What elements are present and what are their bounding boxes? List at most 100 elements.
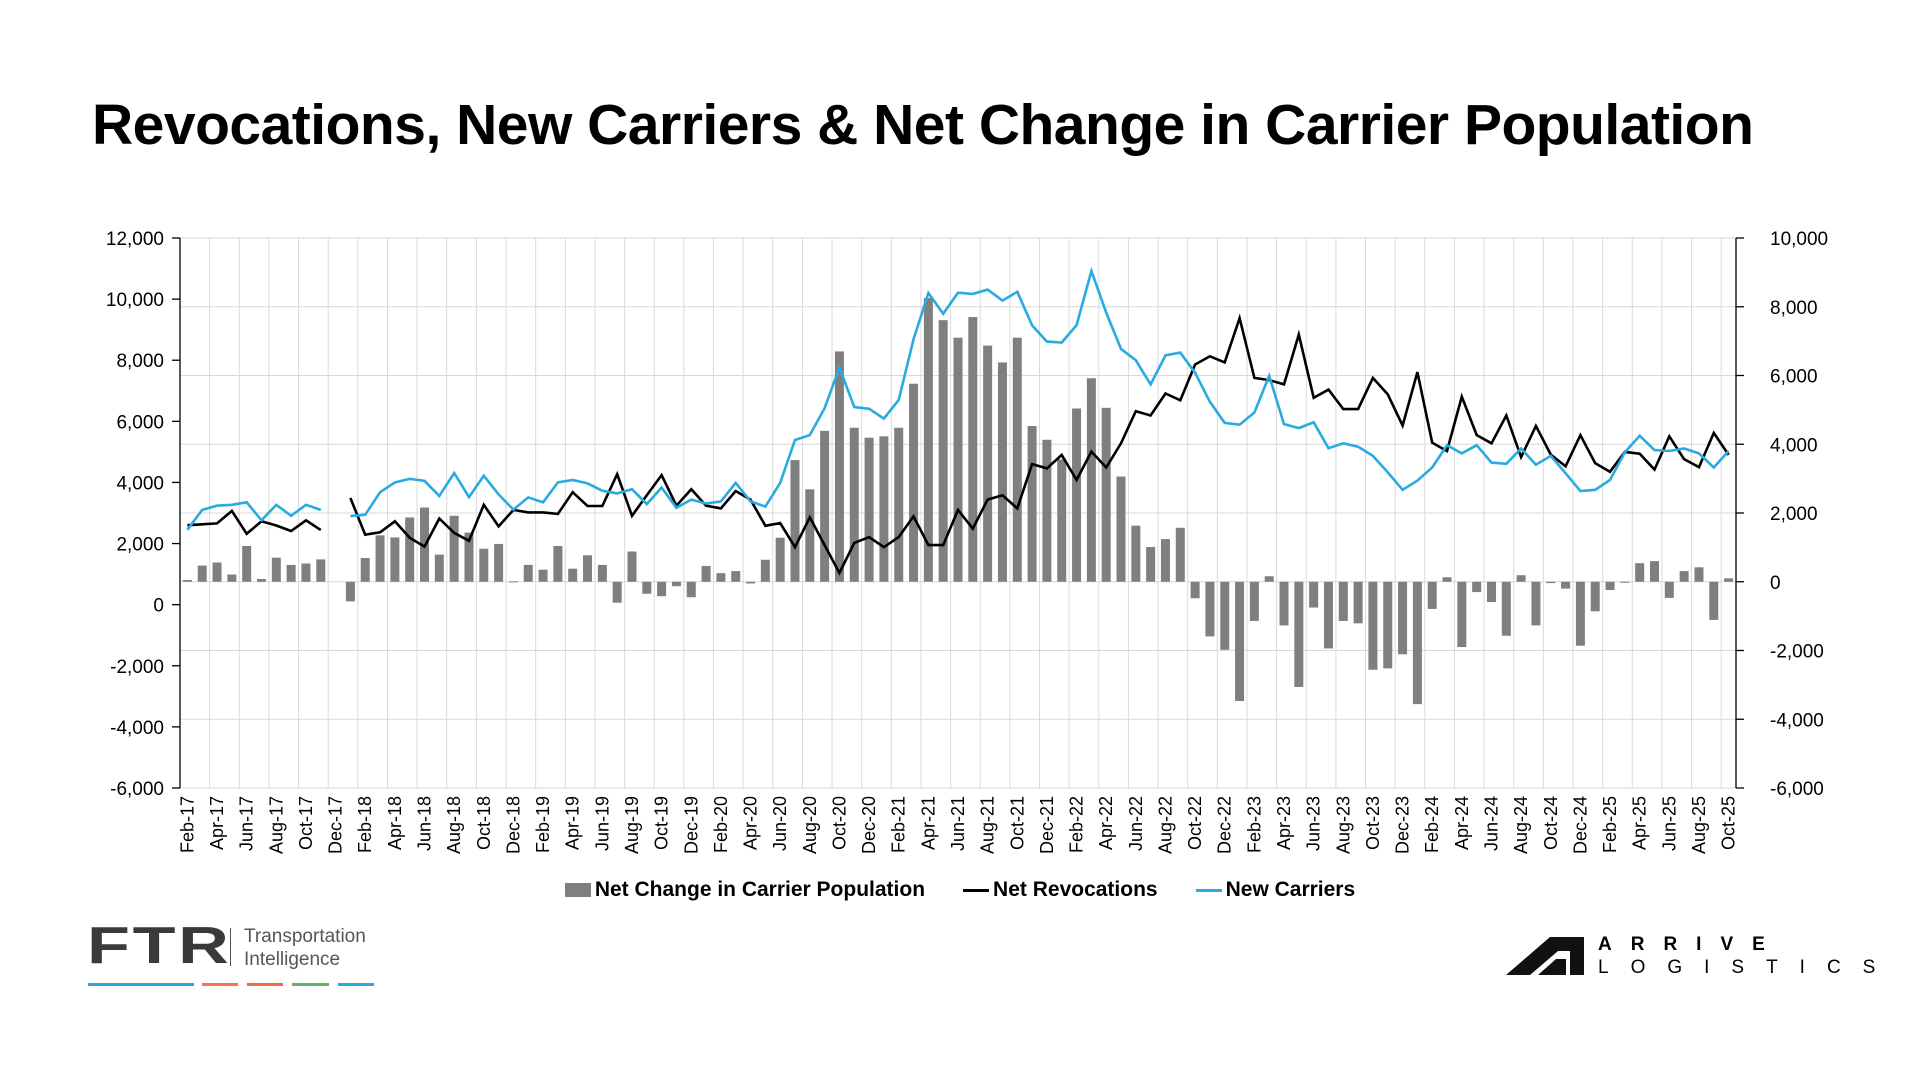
line-new-carriers xyxy=(186,266,1730,531)
bar-net-change-Oct-20 xyxy=(834,351,844,582)
logo-stripe xyxy=(202,983,238,986)
x-tick-label: Apr-25 xyxy=(1630,796,1650,850)
x-tick-label: Dec-18 xyxy=(503,796,523,854)
bar-net-change-Feb-25 xyxy=(1605,581,1615,590)
x-tick-label: Oct-25 xyxy=(1719,796,1739,850)
bar-net-change-Jan-23 xyxy=(1235,581,1245,702)
bar-net-change-Apr-21 xyxy=(923,298,933,582)
left-axis-ticks: 12,000 10,000 8,000 6,000 4,000 2,000 0 -2,000 -… xyxy=(106,229,180,800)
x-tick-label: Feb-17 xyxy=(177,796,197,853)
bar-net-change-Aug-17 xyxy=(271,557,281,582)
bar-net-change-Aug-18 xyxy=(449,515,459,582)
x-tick-label: Apr-17 xyxy=(207,796,227,850)
x-tick-label: Jun-23 xyxy=(1304,796,1324,851)
bar-net-change-Apr-23 xyxy=(1279,581,1289,626)
bar-net-change-Apr-20 xyxy=(746,581,756,584)
x-tick-label: Jun-17 xyxy=(237,796,257,851)
bar-net-change-Mar-25 xyxy=(1620,581,1630,583)
bar-net-change-Aug-22 xyxy=(1160,539,1170,582)
logo-divider xyxy=(230,928,231,966)
bar-net-change-Sep-17 xyxy=(286,564,296,582)
x-tick-label: Oct-17 xyxy=(296,796,316,850)
bar-net-change-Jul-18 xyxy=(434,554,444,582)
ftr-logo-text-line2: Intelligence xyxy=(244,949,341,970)
bar-net-change-Oct-18 xyxy=(479,548,489,582)
x-tick-label: Jun-24 xyxy=(1481,796,1501,851)
x-tick-label: Feb-21 xyxy=(889,796,909,853)
bar-net-change-Dec-21 xyxy=(1042,439,1052,582)
bar-net-change-Feb-20 xyxy=(716,573,726,582)
x-tick-label: Feb-22 xyxy=(1067,796,1087,853)
x-tick-label: Feb-20 xyxy=(711,796,731,853)
bar-net-change-May-17 xyxy=(227,574,237,582)
bar-net-change-May-25 xyxy=(1649,561,1659,582)
left-tick-label: -4,000 xyxy=(110,718,164,739)
bar-net-change-Jun-17 xyxy=(242,546,252,582)
left-tick-label: 6,000 xyxy=(116,412,164,433)
left-tick-label: 8,000 xyxy=(116,351,164,372)
bar-net-change-Jun-22 xyxy=(1131,525,1141,582)
bar-net-change-Dec-18 xyxy=(508,581,518,583)
bar-net-change-Apr-19 xyxy=(568,568,578,582)
x-tick-label: Jun-18 xyxy=(415,796,435,851)
arrive-logistics-logo: ARRIVE LOGISTICS xyxy=(1506,935,1875,980)
x-tick-label: Feb-18 xyxy=(355,796,375,853)
x-tick-label: Oct-21 xyxy=(1007,796,1027,850)
bar-net-change-Apr-17 xyxy=(212,562,222,582)
right-tick-label: 0 xyxy=(1770,573,1781,594)
left-tick-label: 10,000 xyxy=(106,290,164,311)
bar-net-change-Apr-24 xyxy=(1457,581,1467,648)
bar-net-change-Jun-24 xyxy=(1486,581,1496,603)
x-tick-label: Apr-22 xyxy=(1096,796,1116,850)
right-tick-label: 6,000 xyxy=(1770,367,1818,388)
bar-net-change-May-19 xyxy=(583,555,593,582)
logo-stripe xyxy=(338,983,374,986)
right-tick-label: -4,000 xyxy=(1770,710,1824,731)
ftr-logo: FTR Transportation Intelligence xyxy=(87,920,387,996)
bar-net-change-Jul-20 xyxy=(790,460,800,582)
bar-net-change-Jun-20 xyxy=(775,537,785,582)
bar-net-change-Sep-24 xyxy=(1531,581,1541,626)
bar-net-change-Jun-25 xyxy=(1664,581,1674,598)
legend-item-net-revocations: Net Revocations xyxy=(963,878,1158,902)
x-tick-label: Dec-19 xyxy=(681,796,701,854)
bar-net-change-Dec-23 xyxy=(1398,581,1408,655)
bar-net-change-Aug-25 xyxy=(1694,567,1704,582)
bar-net-change-Sep-22 xyxy=(1175,527,1185,582)
left-tick-label: 4,000 xyxy=(116,473,164,494)
ftr-logo-text-line1: Transportation xyxy=(244,926,366,947)
x-tick-label: Aug-21 xyxy=(978,796,998,854)
logo-stripe xyxy=(247,983,283,986)
bar-net-change-Oct-17 xyxy=(301,563,311,582)
bar-net-change-Jun-21 xyxy=(953,337,963,582)
x-tick-label: Aug-25 xyxy=(1689,796,1709,854)
bar-net-change-Jun-19 xyxy=(597,564,607,582)
x-tick-label: Feb-25 xyxy=(1600,796,1620,853)
x-tick-label: Apr-19 xyxy=(563,796,583,850)
bar-net-change-Jan-20 xyxy=(701,565,711,582)
bar-net-change-Sep-18 xyxy=(464,532,474,582)
x-tick-label: Aug-18 xyxy=(444,796,464,854)
arrive-logo-text-line2: LOGISTICS xyxy=(1598,957,1898,978)
right-tick-label: -2,000 xyxy=(1770,642,1824,663)
x-tick-label: Aug-17 xyxy=(266,796,286,854)
bar-net-change-Mar-24 xyxy=(1442,577,1452,582)
legend-swatch-line xyxy=(963,888,990,892)
bar-net-change-Apr-25 xyxy=(1635,563,1645,582)
x-tick-label: Jun-19 xyxy=(592,796,612,851)
x-tick-label: Jun-25 xyxy=(1659,796,1679,851)
right-tick-label: 2,000 xyxy=(1770,504,1818,525)
bar-net-change-Apr-18 xyxy=(390,537,400,582)
bar-net-change-Oct-21 xyxy=(1012,337,1022,582)
x-tick-label: Aug-19 xyxy=(622,796,642,854)
bar-net-change-Dec-19 xyxy=(686,581,696,598)
bar-net-change-May-20 xyxy=(760,559,770,582)
bar-net-change-Oct-25 xyxy=(1724,578,1734,582)
bar-net-change-Mar-18 xyxy=(375,535,385,582)
bar-net-change-Dec-20 xyxy=(864,437,874,582)
bar-net-change-Feb-22 xyxy=(1072,408,1082,582)
x-tick-label: Apr-21 xyxy=(918,796,938,850)
arrive-logo-icon xyxy=(1506,937,1584,975)
x-tick-label: Apr-20 xyxy=(741,796,761,850)
